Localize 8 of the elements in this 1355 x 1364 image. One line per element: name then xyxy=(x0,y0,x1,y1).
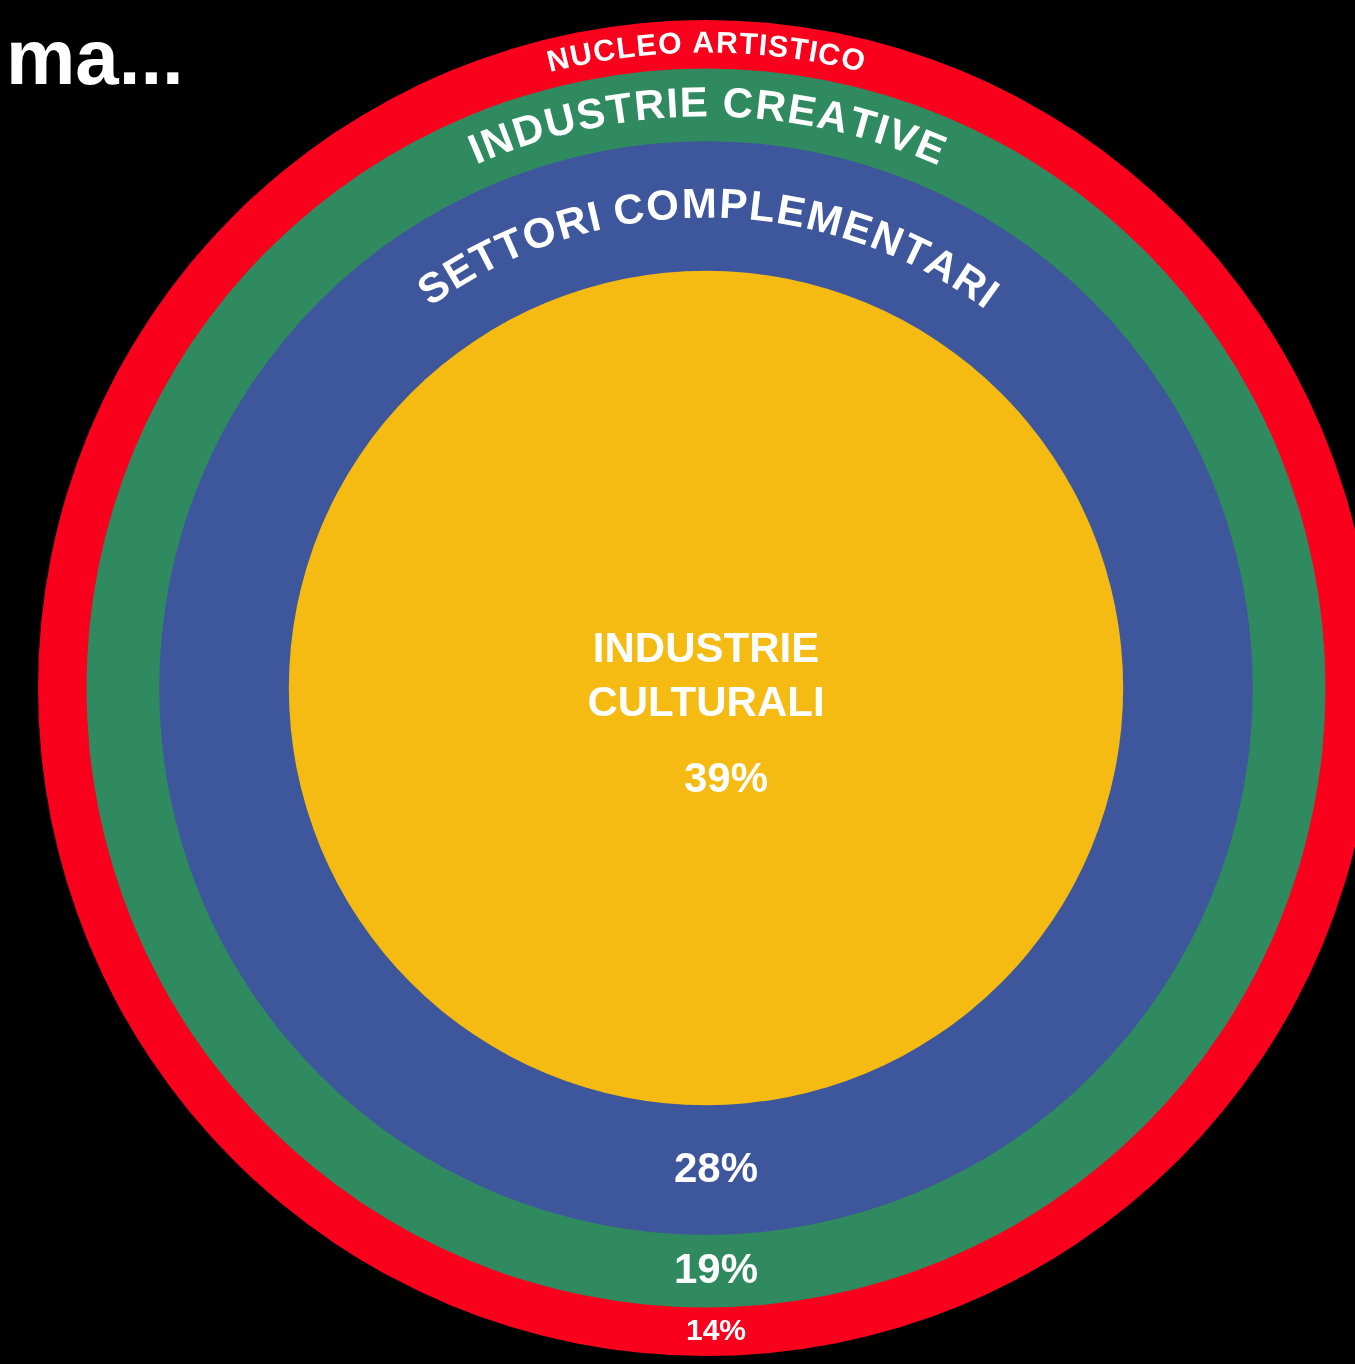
data-label: 39% xyxy=(683,753,769,801)
data-label: 19% xyxy=(673,1244,759,1292)
category-label: NUCLEO ARTISTICO xyxy=(543,25,869,78)
data-label: 28% xyxy=(673,1143,759,1191)
data-label: 14% xyxy=(685,1313,747,1347)
text: ma... xyxy=(6,13,184,101)
category-label: INDUSTRIE CREATIVE xyxy=(461,78,953,174)
category-label: INDUSTRIE CULTURALI xyxy=(587,623,825,725)
